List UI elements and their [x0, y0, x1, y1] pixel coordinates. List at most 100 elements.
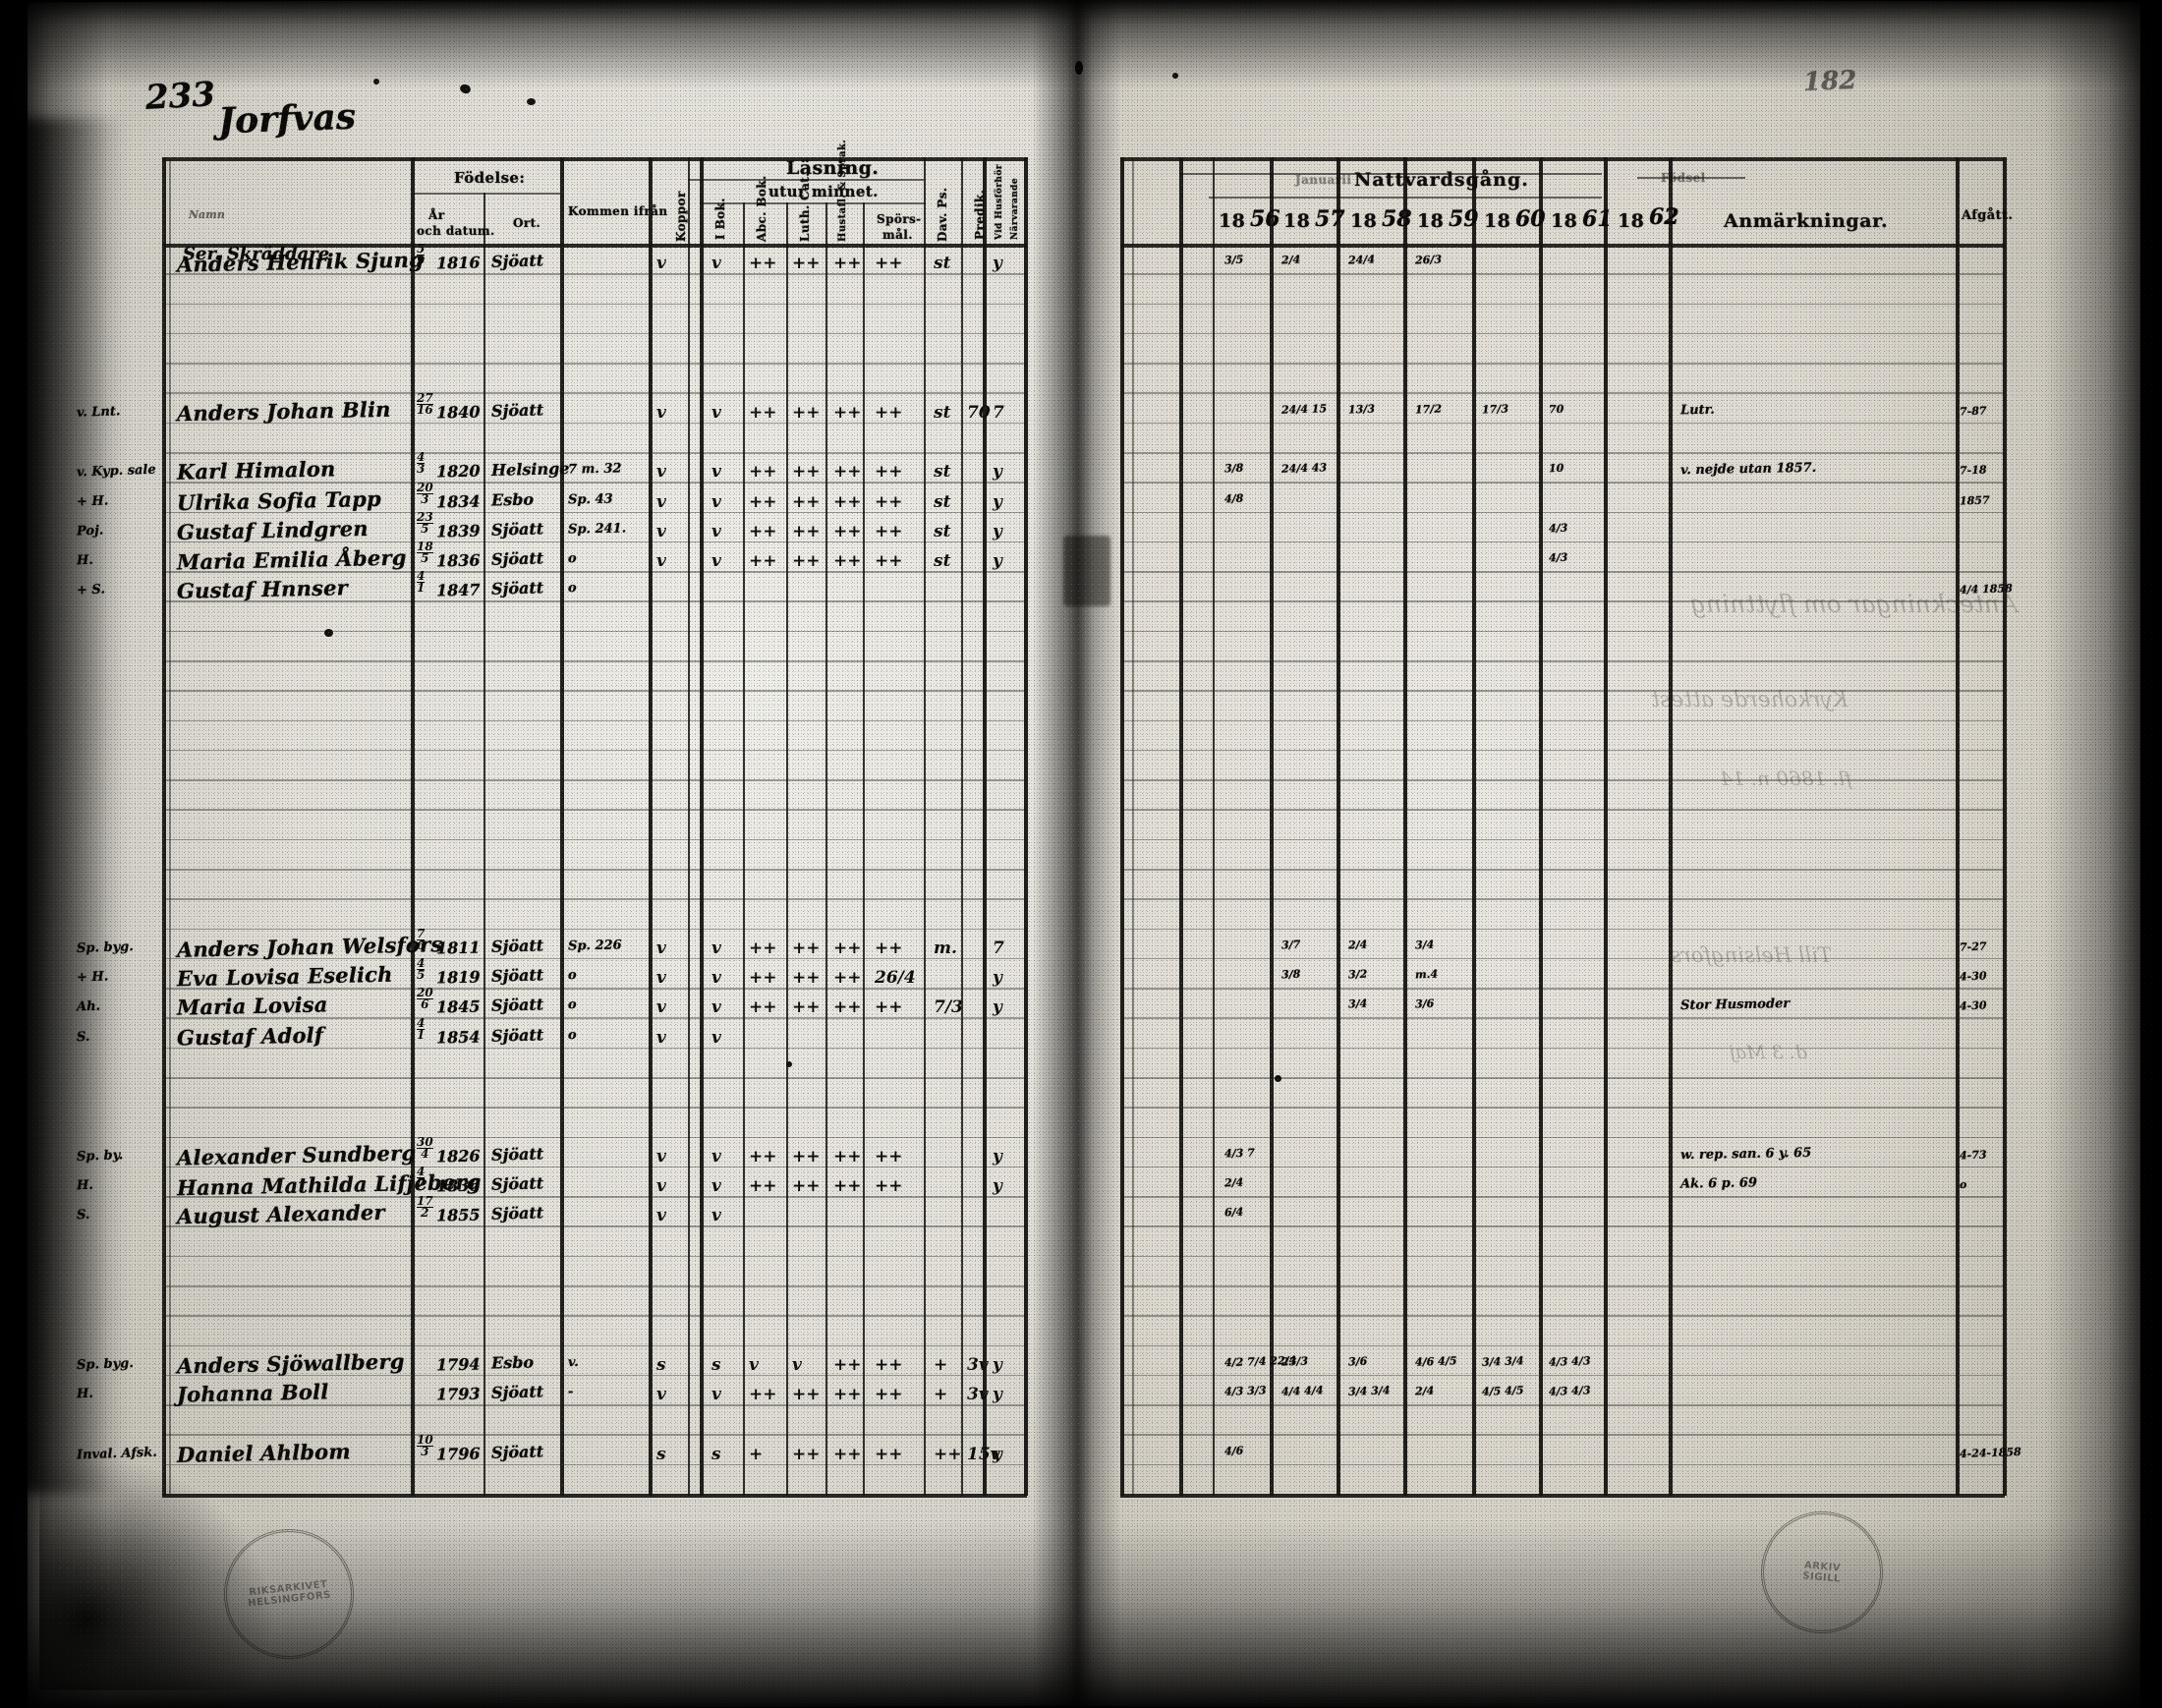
row-name-9: Maria Lovisa	[176, 992, 328, 1021]
header-fodsel: Födsel	[1661, 171, 1706, 185]
row-present-8: y	[993, 968, 1002, 989]
row-communion-0-2: 24/4	[1347, 253, 1376, 267]
row-reading-5-3: ++	[833, 551, 862, 572]
row-rank-11: Sp. by.	[76, 1148, 124, 1165]
row-reading-9-1: ++	[749, 997, 777, 1018]
row-rule	[1120, 1463, 2005, 1466]
row-rule	[162, 1136, 1027, 1139]
row-birth-place-8: Sjöatt	[490, 965, 544, 986]
row-communion-15-2: 3/4 3/4	[1347, 1384, 1391, 1398]
row-reading-16-5: ++	[934, 1444, 962, 1464]
row-rule	[1120, 482, 2005, 484]
row-reading-11-3: ++	[833, 1146, 862, 1167]
header-sporsmal-1: Spörs-	[877, 212, 922, 226]
row-reading-11-1: ++	[749, 1146, 777, 1167]
row-reading-0-0: v	[711, 254, 721, 274]
row-present-16: y	[993, 1444, 1002, 1464]
row-rule	[1120, 392, 2005, 394]
row-rank-12: H.	[76, 1177, 94, 1194]
row-reading-15-0: v	[711, 1385, 721, 1405]
row-birth-year-1: 1840	[435, 402, 481, 423]
row-communion-14-1: 23/3	[1280, 1354, 1309, 1369]
row-reading-15-1: ++	[749, 1385, 777, 1405]
header-ar-och-datum: År	[428, 208, 445, 222]
row-from-9: o	[567, 997, 577, 1013]
row-rank-9: Ah.	[76, 999, 101, 1015]
row-present-3: y	[993, 491, 1002, 512]
row-reading-12-1: ++	[749, 1176, 777, 1197]
row-pox-15: v	[656, 1385, 666, 1405]
row-reading-7-1: ++	[749, 938, 777, 958]
row-rule	[162, 1017, 1027, 1019]
row-pox-12: v	[656, 1176, 666, 1197]
row-notes-1: Lutr.	[1679, 402, 1715, 419]
row-pox-14: s	[656, 1354, 666, 1375]
year-1857-prefix: 18	[1283, 210, 1311, 232]
row-reading-2-1: ++	[749, 462, 777, 483]
row-rule	[162, 630, 1027, 633]
row-birth-place-6: Sjöatt	[490, 578, 544, 599]
row-rule	[162, 392, 1027, 394]
row-communion-0-1: 2/4	[1280, 253, 1301, 267]
row-name-13: August Alexander	[176, 1200, 385, 1229]
row-rule	[1120, 1077, 2005, 1079]
header-koppor: Koppor	[674, 191, 688, 242]
row-reading-5-0: v	[711, 551, 721, 572]
row-reading-2-3: ++	[833, 462, 862, 483]
row-reading-7-0: v	[711, 938, 721, 958]
row-present-12: y	[993, 1176, 1002, 1197]
row-name-14: Anders Sjöwallberg	[176, 1348, 405, 1379]
row-communion-5-5: 4/3	[1548, 550, 1568, 565]
header-anmarkningar: Anmärkningar.	[1724, 210, 1889, 232]
row-pox-9: v	[656, 997, 666, 1018]
row-birth-place-16: Sjöatt	[490, 1442, 544, 1462]
row-rule	[1120, 273, 2005, 275]
year-1857-suffix: 57	[1315, 206, 1345, 232]
row-present-9: y	[993, 997, 1002, 1018]
header-ort: Ort.	[513, 216, 541, 230]
row-reading-15-3: ++	[833, 1385, 862, 1405]
row-reading-12-2: ++	[792, 1176, 821, 1197]
row-notes-12: Ak. 6 p. 69	[1679, 1175, 1758, 1192]
row-communion-0-3: 26/3	[1414, 253, 1443, 267]
row-rule	[162, 779, 1027, 781]
row-communion-9-3: 3/6	[1414, 997, 1435, 1011]
row-rule	[1120, 988, 2005, 990]
row-birth-place-4: Sjöatt	[490, 519, 544, 540]
row-rule	[1120, 749, 2005, 752]
header-abc-bok: Abc. Bok.	[755, 175, 768, 242]
row-reading-8-3: ++	[833, 968, 862, 989]
right-page-corner-number: 182	[1802, 66, 1857, 97]
row-rule	[162, 452, 1027, 454]
row-birth-place-5: Sjöatt	[490, 548, 544, 569]
row-rule	[1120, 1255, 2005, 1258]
row-rule	[1120, 869, 2005, 871]
page-number: 233	[144, 75, 216, 118]
row-rule	[162, 928, 1027, 931]
row-from-8: o	[567, 968, 577, 984]
row-present-11: y	[993, 1146, 1002, 1167]
row-reading-2-4: ++	[875, 462, 903, 483]
header-vid-husforhor-2: Närvarande	[1010, 178, 1020, 240]
row-pox-3: v	[656, 491, 666, 512]
row-from-10: o	[567, 1027, 577, 1043]
row-present-15: y	[993, 1385, 1002, 1405]
row-pox-5: v	[656, 551, 666, 572]
row-birth-year-8: 1819	[435, 967, 481, 988]
row-rule	[1120, 719, 2005, 722]
row-communion-8-1: 3/8	[1280, 967, 1301, 982]
row-name-16: Daniel Ahlbom	[176, 1438, 352, 1467]
row-rule	[1120, 1225, 2005, 1227]
row-communion-14-4: 3/4 3/4	[1481, 1354, 1524, 1369]
row-birth-year-9: 1845	[435, 997, 481, 1017]
row-rule	[1120, 1017, 2005, 1019]
row-reading-8-4: 26/4	[875, 968, 916, 989]
row-reading-3-1: ++	[749, 491, 777, 512]
row-pox-1: v	[656, 402, 666, 423]
row-name-15: Johanna Boll	[176, 1379, 329, 1407]
row-rule	[1120, 957, 2005, 960]
